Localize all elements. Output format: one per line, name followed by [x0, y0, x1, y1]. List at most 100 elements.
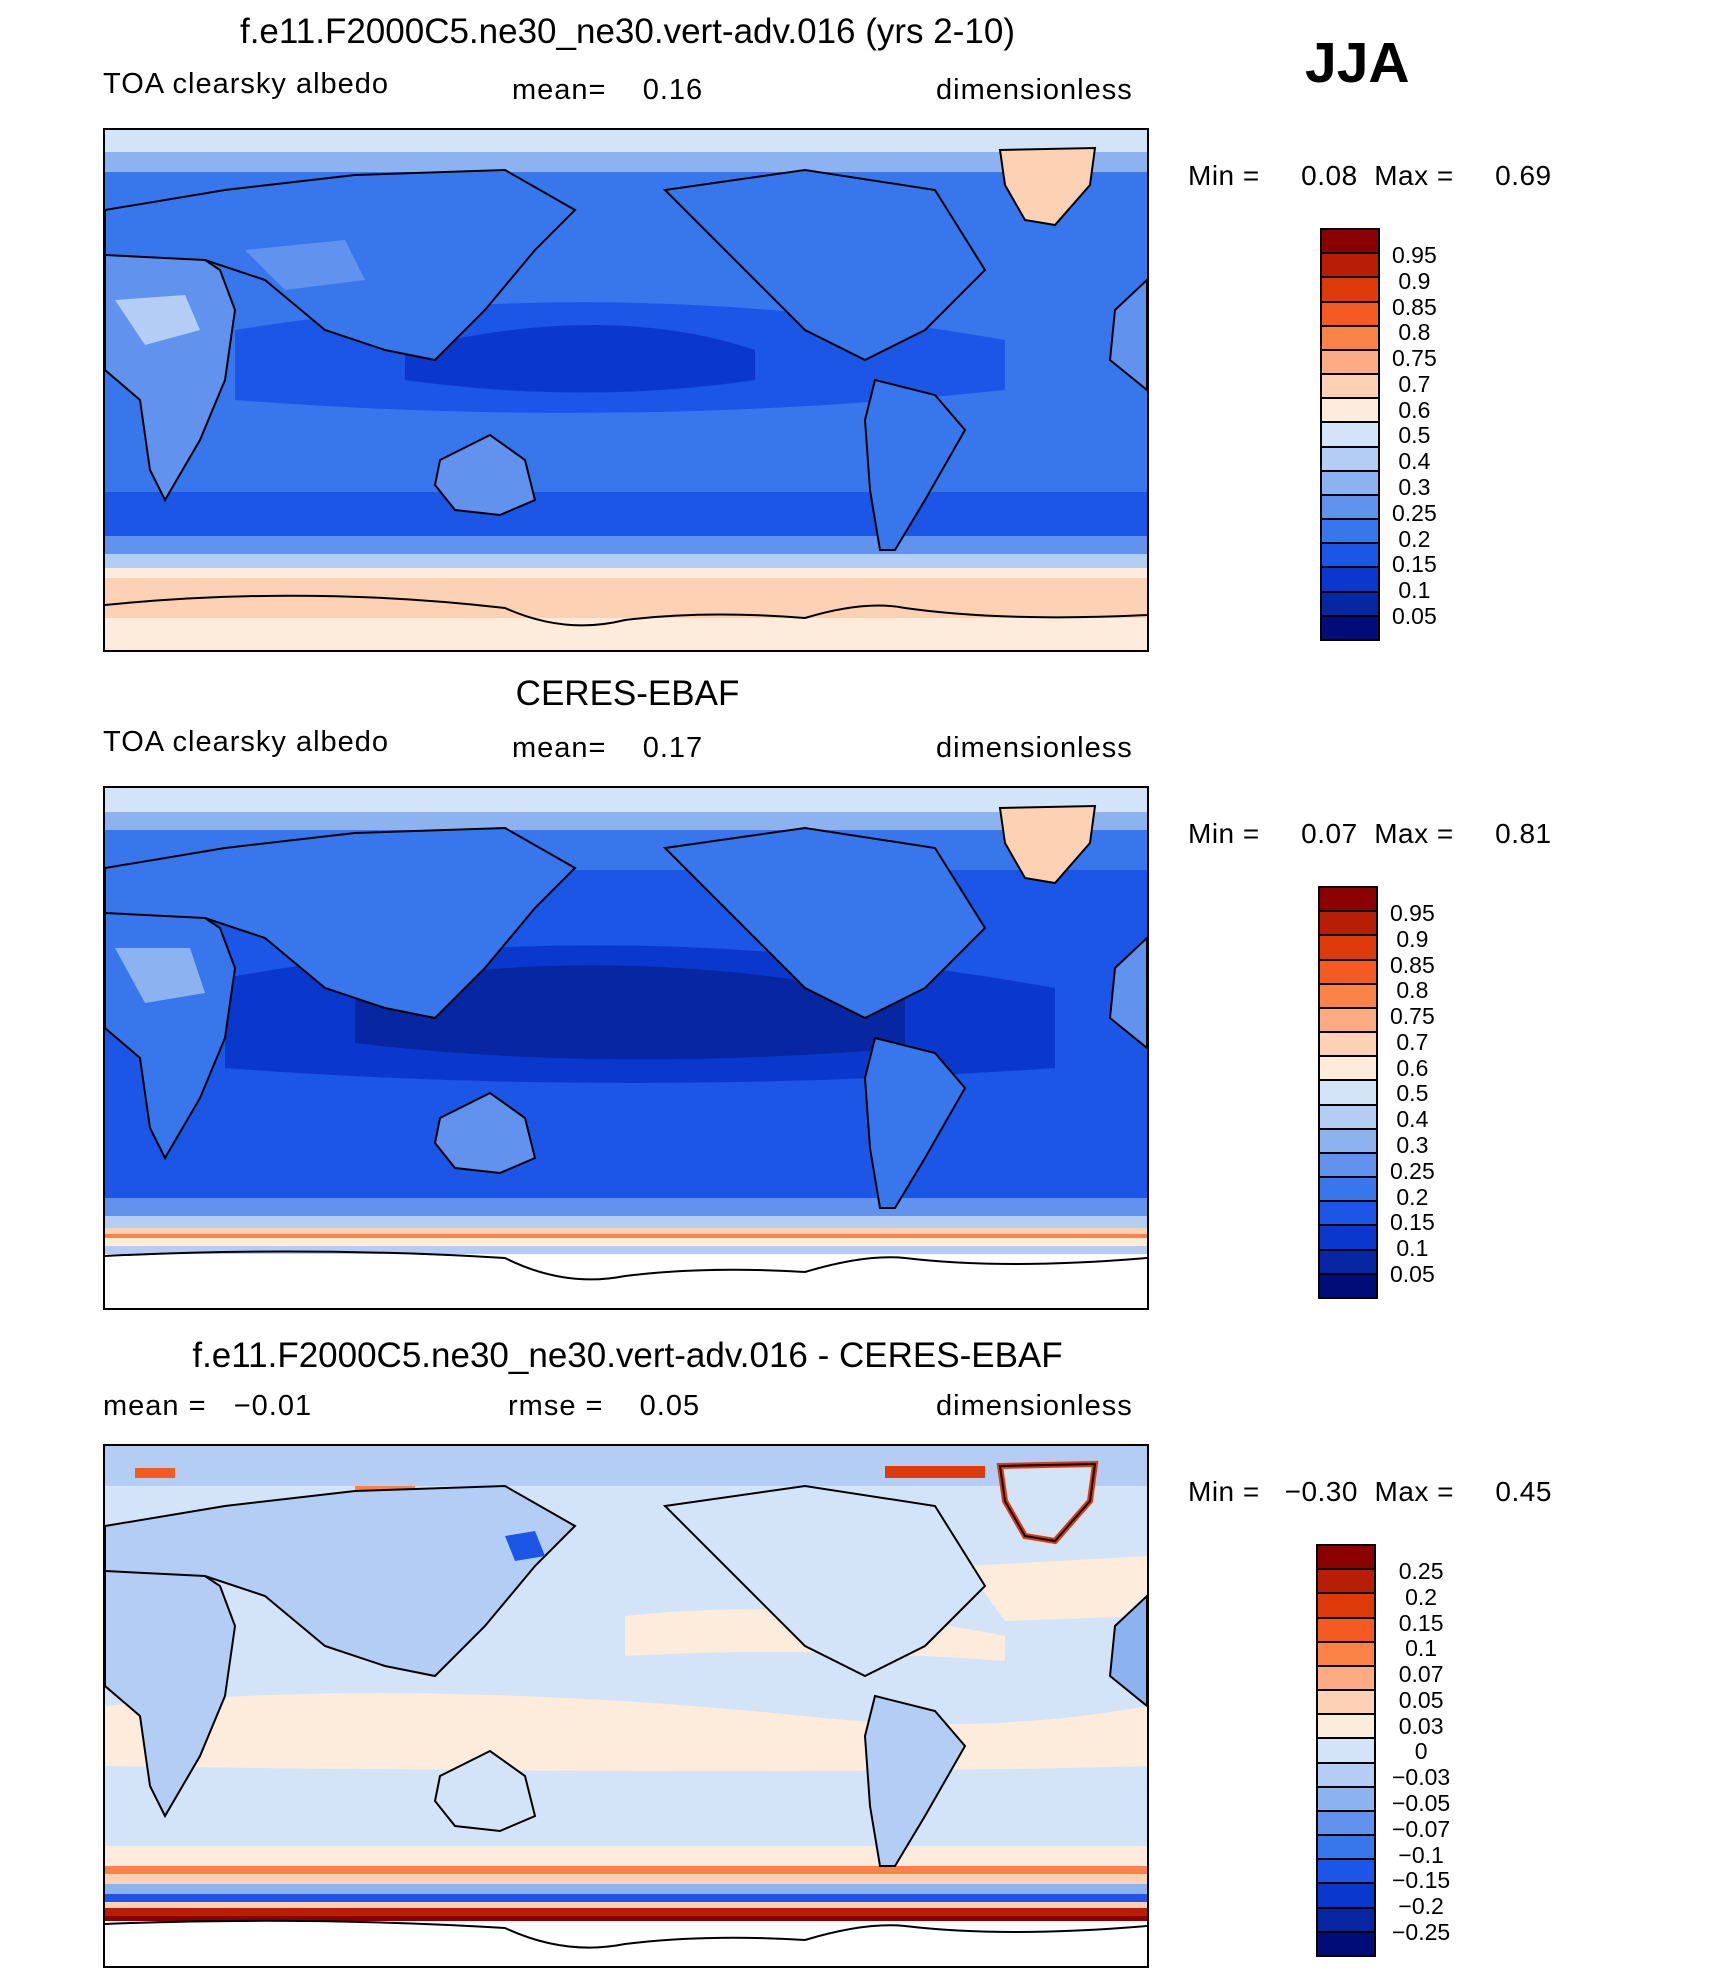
panel-2-variable-label: TOA clearsky albedo: [103, 726, 390, 758]
colorbar-segment: [1322, 399, 1378, 424]
colorbar-segment: [1320, 984, 1376, 1009]
colorbar-label: 0.1: [1405, 1635, 1438, 1662]
colorbar-segment: [1320, 1105, 1376, 1130]
colorbar-segment: [1320, 912, 1376, 937]
colorbar-segment: [1318, 1908, 1374, 1933]
colorbar-segment: [1322, 423, 1378, 448]
colorbar-label: 0.9: [1398, 267, 1431, 294]
colorbar-label: 0.5: [1396, 1080, 1429, 1107]
colorbar-segment: [1318, 1594, 1374, 1619]
colorbar-label: 0.1: [1398, 577, 1431, 604]
panel-2-colorbar-labels: 0.95 0.9 0.85 0.8 0.75 0.7 0.6 0.5 0.4 0.3 0.25 0.2…: [1390, 902, 1435, 1286]
colorbar-segment: [1318, 1932, 1374, 1955]
colorbar-segment: [1322, 302, 1378, 327]
panel-1-mean: mean= 0.16: [512, 74, 704, 106]
panel-1-units: dimensionless: [936, 74, 1133, 106]
panel-1-title: f.e11.F2000C5.ne30_ne30.vert-adv.016 (yr…: [239, 12, 1015, 51]
panel-1-minmax: Min = 0.08 Max = 0.69: [1188, 160, 1552, 191]
colorbar-label: 0.05: [1392, 602, 1437, 629]
colorbar-segment: [1322, 326, 1378, 351]
colorbar-label: 0.6: [1396, 1054, 1429, 1081]
colorbar-segment: [1320, 1202, 1376, 1227]
colorbar-segment: [1318, 1691, 1374, 1716]
panel-3-colorbar: [1316, 1544, 1376, 1957]
colorbar-segment: [1322, 471, 1378, 496]
colorbar-segment: [1322, 495, 1378, 521]
colorbar-segment: [1322, 568, 1378, 593]
colorbar-segment: [1322, 254, 1378, 279]
colorbar-segment: [1318, 1570, 1374, 1595]
colorbar-label: −0.15: [1392, 1867, 1451, 1894]
colorbar-label: 0.3: [1398, 474, 1431, 501]
colorbar-segment: [1322, 230, 1378, 255]
colorbar-segment: [1322, 592, 1378, 617]
colorbar-label: 0.75: [1392, 345, 1437, 372]
colorbar-label: 0.15: [1398, 1609, 1444, 1636]
colorbar-label: 0.95: [1390, 900, 1435, 926]
colorbar-segment: [1320, 1153, 1376, 1179]
panel-1-colorbar: [1320, 228, 1380, 641]
colorbar-label: 0.75: [1390, 1003, 1435, 1030]
panel-3-minmax: Min = −0.30 Max = 0.45: [1188, 1476, 1552, 1507]
panel-2-units: dimensionless: [936, 732, 1133, 764]
colorbar-label: 0.25: [1392, 499, 1437, 526]
colorbar-segment: [1318, 1618, 1374, 1643]
panel-3-rmse: rmse = 0.05: [508, 1390, 701, 1422]
colorbar-segment: [1320, 1274, 1376, 1297]
colorbar-segment: [1318, 1860, 1374, 1885]
colorbar-label: 0.7: [1398, 370, 1431, 397]
panel-3-map: [103, 1444, 1149, 1968]
colorbar-segment: [1322, 544, 1378, 569]
colorbar-label: 0.9: [1396, 925, 1429, 952]
panel-1-map: [103, 128, 1149, 652]
colorbar-label: 0.2: [1405, 1583, 1438, 1610]
colorbar-segment: [1318, 1715, 1374, 1740]
colorbar-label: 0.95: [1392, 242, 1437, 268]
colorbar-segment: [1320, 1008, 1376, 1034]
colorbar-label: 0.4: [1398, 448, 1431, 475]
panel-2-minmax: Min = 0.07 Max = 0.81: [1188, 818, 1552, 849]
colorbar-segment: [1320, 888, 1376, 913]
colorbar-segment: [1320, 960, 1376, 985]
colorbar-segment: [1320, 1081, 1376, 1106]
colorbar-label: 0.15: [1392, 551, 1437, 578]
colorbar-segment: [1318, 1811, 1374, 1837]
panel-1-colorbar-labels: 0.95 0.9 0.85 0.8 0.75 0.7 0.6 0.5 0.4 0.3 0.25 0.2…: [1392, 244, 1437, 628]
colorbar-label: 0.8: [1398, 319, 1431, 346]
colorbar-segment: [1320, 1057, 1376, 1082]
colorbar-segment: [1318, 1763, 1374, 1788]
colorbar-label: −0.25: [1392, 1918, 1451, 1945]
colorbar-label: 0.25: [1398, 1558, 1444, 1584]
colorbar-label: 0.05: [1390, 1260, 1435, 1287]
colorbar-segment: [1322, 616, 1378, 639]
colorbar-label: −0.05: [1392, 1790, 1451, 1817]
colorbar-label: 0.2: [1398, 525, 1431, 552]
colorbar-label: 0.3: [1396, 1132, 1429, 1159]
colorbar-label: 0.25: [1390, 1157, 1435, 1184]
colorbar-segment: [1322, 350, 1378, 376]
panel-3-colorbar-labels: 0.25 0.2 0.15 0.1 0.07 0.05 0.03 0 −0.03 −0.05 −0.…: [1392, 1560, 1450, 1944]
colorbar-segment: [1318, 1739, 1374, 1764]
colorbar-segment: [1318, 1884, 1374, 1909]
colorbar-label: −0.07: [1392, 1815, 1451, 1842]
colorbar-label: 0.1: [1396, 1235, 1429, 1262]
colorbar-segment: [1320, 1226, 1376, 1251]
colorbar-label: 0.4: [1396, 1106, 1429, 1133]
panel-3-title: f.e11.F2000C5.ne30_ne30.vert-adv.016 - C…: [192, 1336, 1063, 1375]
panel-3-units: dimensionless: [936, 1390, 1133, 1422]
panel-2-map: [103, 786, 1149, 1310]
colorbar-label: 0.8: [1396, 977, 1429, 1004]
colorbar-segment: [1322, 278, 1378, 303]
colorbar-label: 0.85: [1392, 293, 1437, 320]
colorbar-label: −0.03: [1392, 1764, 1451, 1791]
season-label: JJA: [1305, 31, 1410, 95]
colorbar-label: 0.15: [1390, 1209, 1435, 1236]
colorbar-label: −0.1: [1398, 1841, 1444, 1868]
colorbar-segment: [1322, 520, 1378, 545]
colorbar-segment: [1322, 375, 1378, 400]
colorbar-segment: [1320, 1033, 1376, 1058]
colorbar-segment: [1322, 447, 1378, 472]
colorbar-segment: [1318, 1836, 1374, 1861]
panel-1-variable-label: TOA clearsky albedo: [103, 68, 390, 100]
colorbar-label: 0.85: [1390, 951, 1435, 978]
